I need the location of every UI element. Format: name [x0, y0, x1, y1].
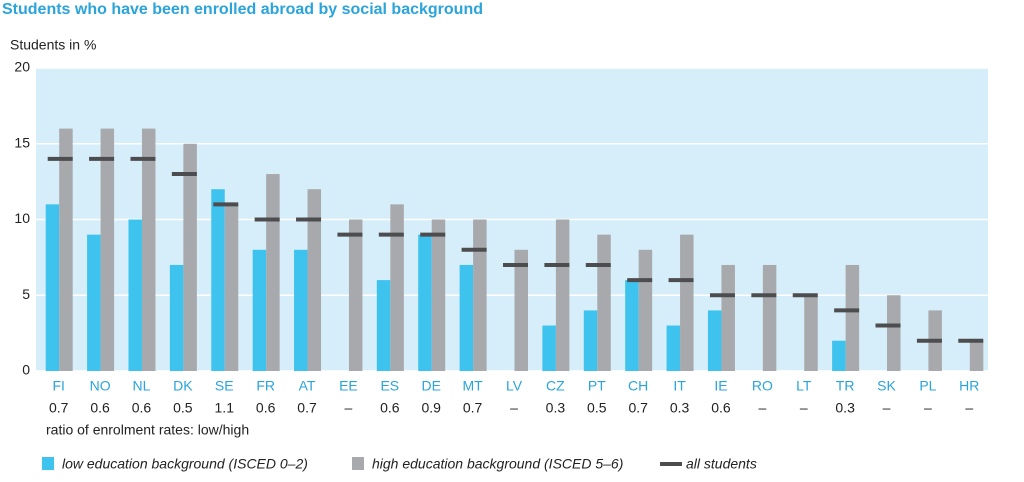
bar [224, 204, 239, 371]
bar [252, 249, 267, 371]
x-tick-label: PT [588, 378, 606, 394]
x-tick-label: AT [299, 378, 316, 394]
ratio-value: – [965, 400, 973, 416]
bar [832, 340, 846, 371]
ratio-value: 0.3 [835, 400, 855, 416]
bar [128, 219, 142, 371]
ratio-value: 0.6 [132, 400, 152, 416]
bar [625, 280, 639, 371]
ratio-value: 0.9 [421, 400, 441, 416]
bar [459, 264, 474, 371]
bar [169, 264, 184, 371]
bar [680, 234, 694, 371]
x-tick-label: SE [215, 378, 234, 394]
bar [376, 280, 391, 371]
bar [542, 325, 556, 371]
x-tick-label: LV [506, 378, 523, 394]
ratio-value: – [883, 400, 891, 416]
bar [141, 128, 156, 371]
y-axis-label: Students in % [10, 37, 96, 53]
x-tick-label: CZ [546, 378, 565, 394]
bar [969, 340, 984, 371]
x-tick-label: MT [462, 378, 483, 394]
bar [431, 219, 446, 371]
x-tick-label: FR [256, 378, 275, 394]
x-tick-label: HR [959, 378, 979, 394]
x-tick-label: CH [628, 378, 648, 394]
x-tick-label: DE [421, 378, 440, 394]
legend-swatch [352, 457, 364, 470]
bar [638, 249, 653, 371]
bar [666, 325, 681, 371]
bar [597, 234, 611, 371]
ratio-value: 0.7 [49, 400, 69, 416]
legend-label: high education background (ISCED 5–6) [372, 456, 623, 472]
x-tick-label: DK [173, 378, 193, 394]
y-tick-label: 5 [22, 286, 30, 302]
ratio-value: 0.7 [628, 400, 648, 416]
x-tick-label: NL [133, 378, 151, 394]
bar [555, 219, 570, 371]
x-tick-label: IE [714, 378, 727, 394]
ratio-value: 0.3 [546, 400, 566, 416]
ratio-value: – [924, 400, 932, 416]
ratio-value: 0.7 [297, 400, 317, 416]
ratio-value: 1.1 [215, 400, 235, 416]
ratio-label: ratio of enrolment rates: low/high [46, 422, 249, 438]
y-tick-label: 0 [22, 362, 30, 378]
ratio-value: 0.6 [380, 400, 400, 416]
bar [211, 189, 225, 371]
x-tick-label: NO [90, 378, 111, 394]
chart-title: Students who have been enrolled abroad b… [2, 1, 483, 18]
ratio-value: – [345, 400, 353, 416]
bar [45, 204, 60, 371]
x-tick-label: PL [919, 378, 936, 394]
ratio-value: – [510, 400, 518, 416]
bar [721, 264, 735, 371]
x-tick-label: TR [836, 378, 855, 394]
bar [183, 143, 197, 371]
y-tick-label: 15 [14, 134, 30, 150]
bar [762, 264, 777, 371]
legend-label: low education background (ISCED 0–2) [62, 456, 308, 472]
ratio-value: 0.6 [90, 400, 110, 416]
x-tick-label: ES [380, 378, 399, 394]
legend-swatch [42, 457, 54, 470]
legend-label: all students [686, 456, 757, 472]
bar [390, 204, 404, 371]
bar [418, 234, 432, 371]
ratio-value: 0.7 [463, 400, 483, 416]
bar [87, 234, 101, 371]
bar [514, 249, 528, 371]
bar [473, 219, 487, 371]
bar [887, 295, 901, 371]
x-tick-label: SK [877, 378, 896, 394]
ratio-value: – [758, 400, 766, 416]
bar [294, 249, 308, 371]
bar [845, 264, 860, 371]
bar [100, 128, 115, 371]
bar [307, 189, 322, 371]
bar [266, 174, 280, 371]
bar [59, 128, 73, 371]
bar [804, 295, 818, 371]
ratio-value: 0.6 [711, 400, 731, 416]
bar [348, 219, 363, 371]
ratio-value: 0.5 [587, 400, 607, 416]
x-tick-label: IT [673, 378, 686, 394]
x-tick-label: FI [52, 378, 64, 394]
bar [583, 310, 598, 371]
ratio-value: – [800, 400, 808, 416]
y-tick-label: 10 [14, 210, 30, 226]
ratio-value: 0.5 [173, 400, 193, 416]
x-tick-label: EE [339, 378, 358, 394]
ratio-value: 0.3 [670, 400, 690, 416]
x-tick-label: RO [752, 378, 773, 394]
bar [707, 310, 722, 371]
y-tick-label: 20 [14, 59, 30, 75]
x-tick-label: LT [796, 378, 812, 394]
ratio-value: 0.6 [256, 400, 276, 416]
